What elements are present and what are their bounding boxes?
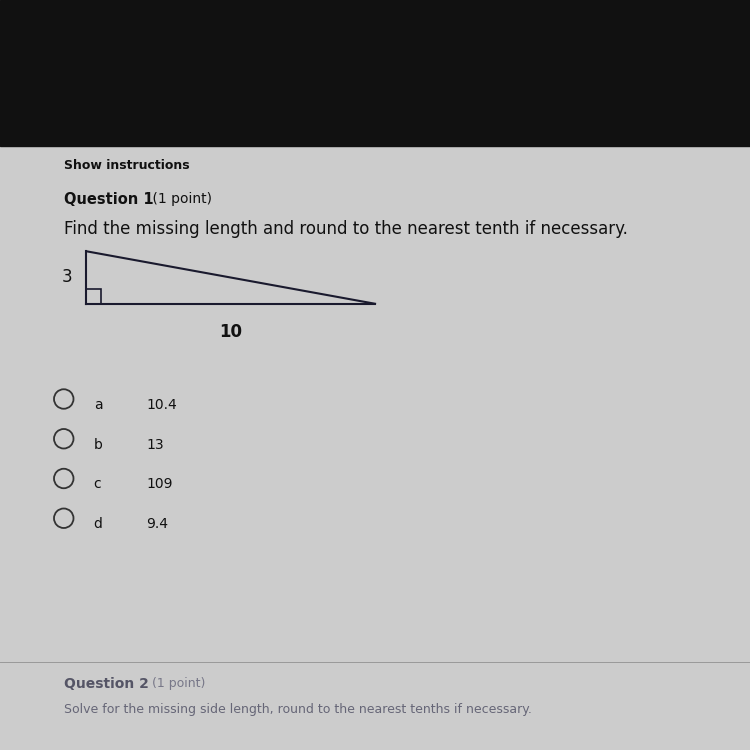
Bar — [0, 0, 750, 146]
Text: 9.4: 9.4 — [146, 518, 168, 531]
Text: Solve for the missing side length, round to the nearest tenths if necessary.: Solve for the missing side length, round… — [64, 704, 532, 716]
Text: Show instructions: Show instructions — [64, 159, 189, 172]
Text: c: c — [94, 478, 101, 491]
Text: a: a — [94, 398, 102, 412]
Text: Question 1: Question 1 — [64, 192, 153, 207]
Text: 109: 109 — [146, 478, 172, 491]
Text: 10: 10 — [219, 322, 242, 340]
Text: Find the missing length and round to the nearest tenth if necessary.: Find the missing length and round to the… — [64, 220, 628, 238]
Text: (1 point): (1 point) — [148, 676, 206, 689]
Text: 3: 3 — [62, 268, 73, 286]
Text: b: b — [94, 438, 103, 452]
Text: d: d — [94, 518, 103, 531]
Text: Question 2: Question 2 — [64, 676, 148, 691]
Text: (1 point): (1 point) — [148, 192, 212, 206]
Text: 13: 13 — [146, 438, 164, 452]
Text: 10.4: 10.4 — [146, 398, 177, 412]
Bar — [86, 289, 101, 304]
